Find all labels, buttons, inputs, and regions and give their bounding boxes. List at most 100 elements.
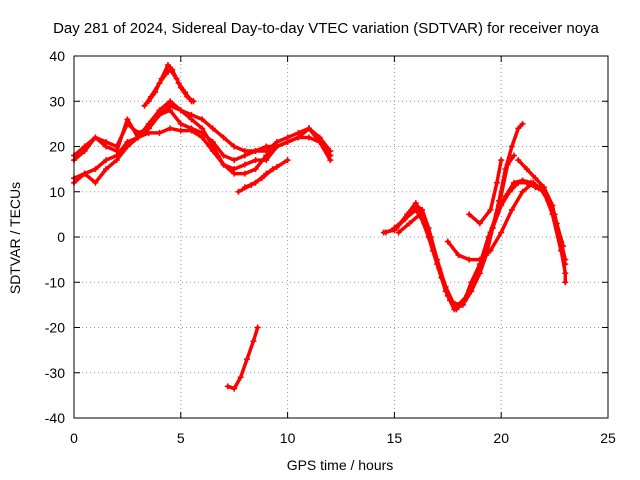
data-point bbox=[188, 116, 195, 123]
data-point bbox=[466, 256, 473, 263]
y-tick-label: 40 bbox=[49, 48, 65, 64]
x-tick-label: 15 bbox=[387, 430, 403, 446]
data-point bbox=[466, 211, 473, 218]
data-point bbox=[269, 166, 276, 173]
data-point bbox=[92, 166, 99, 173]
data-point bbox=[382, 229, 389, 236]
data-point bbox=[145, 120, 152, 127]
data-point bbox=[425, 234, 432, 240]
data-point bbox=[231, 157, 238, 164]
data-point bbox=[124, 143, 131, 150]
y-tick-label: 20 bbox=[49, 139, 65, 155]
data-point bbox=[167, 107, 174, 114]
data-point bbox=[81, 170, 88, 177]
data-point bbox=[177, 127, 184, 134]
data-point bbox=[199, 125, 206, 132]
data-point bbox=[177, 107, 184, 114]
data-point bbox=[493, 179, 500, 186]
data-point bbox=[248, 181, 255, 188]
data-point bbox=[258, 175, 265, 182]
data-point bbox=[515, 125, 522, 132]
data-point bbox=[508, 143, 515, 150]
series-track-15 bbox=[466, 157, 505, 227]
data-point bbox=[103, 143, 110, 150]
data-point bbox=[434, 261, 441, 268]
y-tick-label: -30 bbox=[45, 365, 65, 381]
data-point bbox=[231, 166, 238, 173]
data-point bbox=[316, 138, 323, 145]
data-point bbox=[152, 89, 159, 96]
y-tick-label: 10 bbox=[49, 184, 65, 200]
data-point bbox=[562, 270, 569, 277]
data-point bbox=[391, 224, 398, 231]
data-point bbox=[476, 220, 483, 227]
data-point bbox=[530, 179, 537, 186]
y-tick-label: -20 bbox=[45, 320, 65, 336]
data-point bbox=[417, 211, 424, 218]
y-axis-title: SDTVAR / TECUs bbox=[7, 182, 23, 294]
data-point bbox=[220, 134, 227, 141]
data-point bbox=[402, 215, 409, 222]
series-line bbox=[516, 158, 568, 284]
data-point bbox=[485, 234, 492, 240]
data-point bbox=[498, 229, 505, 236]
data-point bbox=[167, 125, 174, 132]
data-point bbox=[252, 157, 259, 164]
grid bbox=[74, 56, 608, 418]
data-point bbox=[113, 157, 120, 164]
data-point bbox=[555, 234, 562, 240]
data-point bbox=[487, 247, 494, 254]
data-point bbox=[412, 200, 419, 207]
data-point bbox=[244, 356, 251, 363]
data-point bbox=[455, 252, 462, 259]
data-point bbox=[103, 166, 110, 173]
data-point bbox=[305, 125, 312, 132]
data-point bbox=[156, 107, 163, 114]
data-point bbox=[395, 229, 402, 236]
data-point bbox=[188, 125, 195, 132]
data-point bbox=[92, 179, 99, 186]
data-point bbox=[508, 206, 515, 213]
data-point bbox=[235, 188, 242, 195]
data-point bbox=[263, 157, 270, 164]
data-point bbox=[468, 279, 475, 286]
data-point bbox=[284, 138, 291, 145]
chart-title: Day 281 of 2024, Sidereal Day-to-day VTE… bbox=[53, 20, 599, 37]
data-point bbox=[273, 163, 280, 170]
series-line bbox=[236, 167, 275, 194]
data-point bbox=[141, 102, 148, 109]
data-point bbox=[124, 116, 131, 123]
data-point bbox=[224, 383, 231, 390]
data-point bbox=[549, 202, 556, 209]
data-point bbox=[305, 134, 312, 141]
data-point bbox=[444, 238, 451, 245]
data-point bbox=[220, 152, 227, 159]
data-point bbox=[188, 98, 195, 105]
data-point bbox=[273, 143, 280, 150]
data-point bbox=[164, 62, 171, 69]
x-axis-title: GPS time / hours bbox=[287, 457, 394, 473]
data-point bbox=[523, 166, 530, 173]
series-track-8 bbox=[235, 166, 276, 195]
x-tick-label: 0 bbox=[70, 430, 78, 446]
data-point bbox=[327, 157, 334, 164]
data-point bbox=[92, 134, 99, 141]
data-point bbox=[220, 161, 227, 168]
data-point bbox=[284, 157, 291, 164]
series-track-4 bbox=[71, 98, 334, 186]
data-point bbox=[519, 120, 526, 127]
y-tick-label: 0 bbox=[57, 229, 65, 245]
data-point bbox=[241, 161, 248, 168]
data-point bbox=[442, 288, 449, 295]
x-tick-label: 25 bbox=[600, 430, 616, 446]
data-point bbox=[412, 206, 419, 213]
data-point bbox=[498, 157, 505, 164]
ticks: -40 -30 -20 -10 0 10 20 30 40 0 5 10 15 20 25 bbox=[45, 48, 616, 446]
data-point bbox=[532, 175, 539, 182]
data-point bbox=[263, 148, 270, 155]
data-point bbox=[451, 306, 458, 313]
data-point bbox=[502, 193, 509, 200]
data-point bbox=[487, 206, 494, 213]
